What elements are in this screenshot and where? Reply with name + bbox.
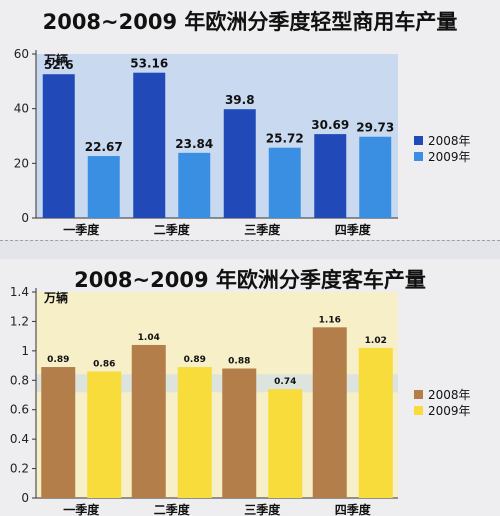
bar-2009 [178, 152, 211, 218]
legend-label: 2008年 [428, 134, 471, 148]
legend-label: 2009年 [428, 150, 471, 164]
legend-label: 2008年 [428, 388, 471, 402]
x-tick-label: 三季度 [244, 502, 281, 516]
y-tick-label: 0.8 [10, 373, 29, 387]
y-tick-label: 20 [14, 156, 29, 170]
x-tick-label: 四季度 [335, 222, 372, 237]
x-tick-label: 二季度 [154, 222, 191, 237]
data-label: 25.72 [266, 132, 304, 146]
data-label: 53.16 [130, 57, 168, 71]
section-divider [0, 240, 500, 259]
legend-swatch [414, 390, 423, 399]
data-label: 23.84 [175, 137, 213, 151]
bar-2009 [268, 147, 301, 218]
bar-2008 [314, 134, 347, 218]
data-label: 1.16 [319, 315, 341, 325]
bar-2008 [312, 327, 347, 498]
bar-2008 [223, 109, 256, 218]
y-tick-label: 0 [21, 491, 29, 505]
y-tick-label: 60 [14, 47, 29, 61]
unit-label: 万辆 [43, 52, 68, 67]
bar-2009 [87, 371, 122, 498]
x-tick-label: 一季度 [63, 502, 100, 516]
y-tick-label: 0.2 [10, 462, 29, 476]
x-tick-label: 二季度 [154, 502, 191, 516]
bar-2008 [42, 74, 75, 218]
legend-swatch [414, 406, 423, 415]
data-label: 0.89 [47, 355, 69, 365]
x-tick-label: 一季度 [63, 222, 100, 237]
y-tick-label: 0.4 [10, 432, 29, 446]
chart-title: 2008~2009 年欧洲分季度轻型商用车产量 [42, 10, 458, 34]
bar-2008 [131, 344, 166, 498]
y-tick-label: 0 [21, 211, 29, 225]
chart-panel-passenger: 2008~2009 年欧洲分季度客车产量 0 0.2 0.4 0.6 0.8 1 1.2 1.… [0, 258, 500, 516]
legend-label: 2009年 [428, 404, 471, 418]
legend-swatch [414, 136, 423, 145]
bar-2008 [41, 367, 76, 498]
bar-2009 [87, 156, 120, 218]
chart-title: 2008~2009 年欧洲分季度客车产量 [74, 268, 426, 292]
data-label: 0.86 [93, 359, 115, 369]
data-label: 22.67 [85, 140, 123, 154]
unit-label: 万辆 [43, 290, 68, 305]
bar-2008 [133, 72, 166, 218]
bar-2009 [177, 367, 212, 498]
data-label: 0.88 [228, 357, 250, 367]
legend-swatch [414, 152, 423, 161]
y-tick-label: 1 [21, 344, 29, 358]
x-tick-label: 三季度 [244, 222, 281, 237]
bar-2009 [358, 347, 393, 498]
data-label: 1.02 [365, 336, 387, 346]
data-label: 52.6 [44, 58, 74, 72]
bar-2009 [268, 389, 303, 498]
bar-2009 [359, 136, 392, 218]
x-tick-label: 四季度 [335, 502, 372, 516]
y-tick-label: 0.6 [10, 403, 29, 417]
data-label: 1.04 [138, 333, 160, 343]
data-label: 0.89 [184, 355, 206, 365]
y-tick-label: 1.4 [10, 286, 29, 299]
y-tick-label: 40 [14, 102, 29, 116]
chart-panel-light-commercial: 2008~2009 年欧洲分季度轻型商用车产量 0 20 40 60 万辆 52.6 22.… [0, 0, 500, 240]
data-label: 0.74 [274, 377, 296, 387]
bar-2008 [222, 368, 257, 498]
chart-passenger-vehicles: 0 0.2 0.4 0.6 0.8 1 1.2 1.4 万辆 0.89 0.86 一季度 1.04 0.8… [10, 286, 471, 516]
data-label: 39.8 [225, 93, 255, 107]
data-label: 29.73 [356, 121, 394, 135]
y-tick-label: 1.2 [10, 314, 29, 328]
data-label: 30.69 [311, 118, 349, 132]
plot-band [36, 374, 398, 393]
